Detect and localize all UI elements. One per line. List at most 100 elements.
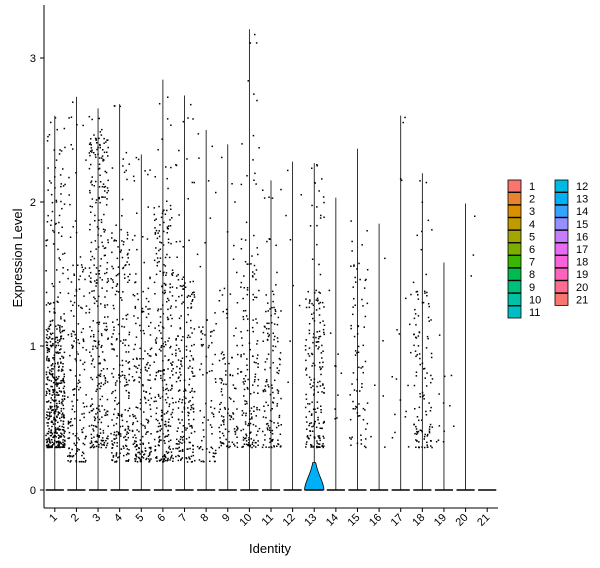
data-point xyxy=(135,444,138,446)
data-point xyxy=(321,344,323,347)
data-point xyxy=(96,411,99,414)
data-point xyxy=(170,124,172,126)
data-point xyxy=(55,352,58,354)
data-point xyxy=(312,341,314,344)
data-point xyxy=(121,325,123,328)
data-point xyxy=(45,329,48,331)
data-point xyxy=(127,351,130,353)
data-point xyxy=(115,434,117,437)
data-point xyxy=(62,429,65,431)
data-point xyxy=(157,308,160,310)
data-point xyxy=(203,436,205,438)
data-point xyxy=(236,427,239,429)
data-point xyxy=(362,407,365,410)
data-point xyxy=(200,344,203,346)
data-point xyxy=(167,434,170,436)
data-point xyxy=(60,348,62,350)
data-point xyxy=(91,403,94,405)
data-point xyxy=(49,401,52,404)
data-point xyxy=(45,401,48,403)
data-point xyxy=(98,343,100,346)
data-point xyxy=(91,176,93,178)
data-point xyxy=(165,383,168,386)
data-point xyxy=(237,372,239,375)
data-point xyxy=(47,430,50,433)
data-point xyxy=(269,308,271,310)
data-point xyxy=(47,167,49,169)
data-point xyxy=(72,330,74,332)
data-point xyxy=(106,437,108,439)
data-point xyxy=(73,394,75,396)
data-point xyxy=(106,268,108,270)
data-point xyxy=(121,419,124,422)
data-point xyxy=(219,441,222,443)
data-point xyxy=(128,395,130,397)
data-point xyxy=(351,240,353,243)
data-point xyxy=(91,445,93,447)
data-point xyxy=(149,447,152,449)
data-point xyxy=(54,409,57,411)
data-point xyxy=(133,379,136,381)
data-point xyxy=(63,446,65,448)
data-point xyxy=(114,105,116,107)
data-point xyxy=(88,167,91,170)
data-point xyxy=(398,333,401,335)
data-point xyxy=(221,294,224,296)
data-point xyxy=(50,421,53,423)
data-point xyxy=(265,401,267,404)
data-point xyxy=(181,399,184,401)
legend-swatch xyxy=(554,267,569,281)
data-point xyxy=(61,412,64,414)
data-point xyxy=(175,447,177,450)
data-point xyxy=(99,428,102,430)
data-point xyxy=(48,180,51,182)
data-point xyxy=(416,416,419,418)
data-point xyxy=(245,400,248,403)
data-point xyxy=(132,293,134,296)
data-point xyxy=(309,434,312,437)
data-point xyxy=(74,417,76,420)
data-point xyxy=(111,372,113,375)
violin-20 xyxy=(456,203,476,491)
data-point xyxy=(423,435,426,438)
data-point xyxy=(100,134,103,136)
data-point xyxy=(190,327,192,329)
data-point xyxy=(149,379,151,381)
data-point xyxy=(321,366,324,368)
data-point xyxy=(97,153,99,156)
data-point xyxy=(318,436,320,439)
data-point xyxy=(206,448,208,450)
data-point xyxy=(48,427,50,430)
data-point xyxy=(125,439,127,441)
data-point xyxy=(205,355,208,358)
data-point xyxy=(55,201,58,203)
data-point xyxy=(353,335,356,338)
data-point xyxy=(177,359,180,361)
data-point xyxy=(126,431,128,433)
data-point xyxy=(337,353,339,355)
data-point xyxy=(94,419,96,422)
data-point xyxy=(245,443,248,446)
data-point xyxy=(175,306,177,308)
data-point xyxy=(267,310,269,312)
data-point xyxy=(190,404,192,407)
data-point xyxy=(58,375,60,378)
data-point xyxy=(175,354,177,357)
data-point xyxy=(100,333,103,335)
data-point xyxy=(124,277,126,279)
data-point xyxy=(53,354,56,356)
data-point xyxy=(252,271,254,273)
legend-item-12: 12 xyxy=(554,179,588,193)
data-point xyxy=(268,429,271,431)
data-point xyxy=(306,441,308,443)
data-point xyxy=(57,361,59,364)
data-point xyxy=(243,287,245,289)
data-point xyxy=(57,370,60,372)
data-point xyxy=(96,148,98,151)
data-point xyxy=(118,377,120,379)
data-point xyxy=(167,340,169,342)
x-tick-label: 11 xyxy=(260,512,277,529)
data-point xyxy=(76,385,78,388)
data-point xyxy=(46,239,49,241)
data-point xyxy=(200,338,203,340)
